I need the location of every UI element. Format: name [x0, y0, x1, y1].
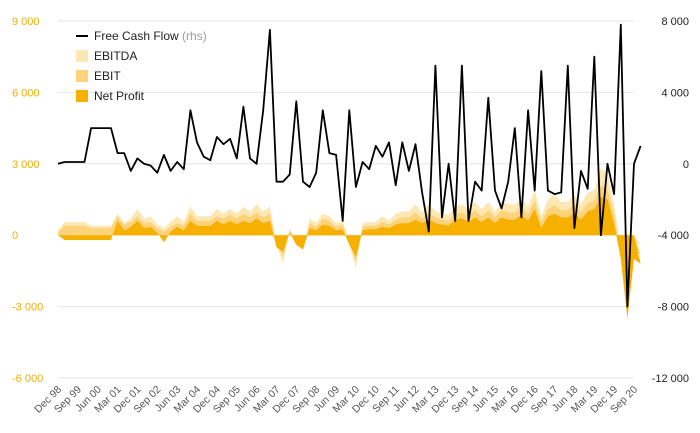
- y-left-tick-label: 0: [12, 230, 18, 242]
- y-right-tick-label: 4 000: [661, 87, 689, 99]
- y-axis-left: 9 000 6 000 3 000 0 -3 000 -6 000: [12, 16, 43, 385]
- y-right-tick-label: -8 000: [658, 302, 689, 314]
- y-left-tick-label: 3 000: [12, 159, 40, 171]
- y-left-tick-label: 6 000: [12, 87, 40, 99]
- legend-label-ebit: EBIT: [94, 69, 121, 83]
- line-free-cash-flow: [57, 23, 642, 308]
- legend-label-ebitda: EBITDA: [94, 49, 137, 63]
- y-left-tick-label: -3 000: [12, 302, 43, 314]
- y-right-tick-label: 8 000: [661, 16, 689, 28]
- y-right-tick-label: -12 000: [652, 373, 689, 385]
- area-series-group: [58, 168, 641, 319]
- y-right-tick-label: -4 000: [658, 230, 689, 242]
- area-net-profit: [58, 197, 641, 319]
- legend-swatch-ebitda: [76, 50, 88, 62]
- y-axis-right: 8 000 4 000 0 -4 000 -8 000 -12 000: [652, 16, 689, 385]
- y-left-tick-label: 9 000: [12, 16, 40, 28]
- gridlines: [58, 20, 634, 379]
- legend-label-net-profit: Net Profit: [94, 89, 145, 103]
- legend-unit: (rhs): [179, 29, 207, 43]
- y-left-tick-label: -6 000: [12, 373, 43, 385]
- legend-swatch-net-profit: [76, 90, 88, 102]
- y-right-tick-label: 0: [683, 159, 689, 171]
- legend-label-free-cash-flow: Free Cash Flow (rhs): [94, 29, 207, 43]
- legend-swatch-ebit: [76, 70, 88, 82]
- legend: Free Cash Flow (rhs) EBITDA EBIT Net Profit: [76, 29, 207, 103]
- line-series-group: [57, 23, 642, 308]
